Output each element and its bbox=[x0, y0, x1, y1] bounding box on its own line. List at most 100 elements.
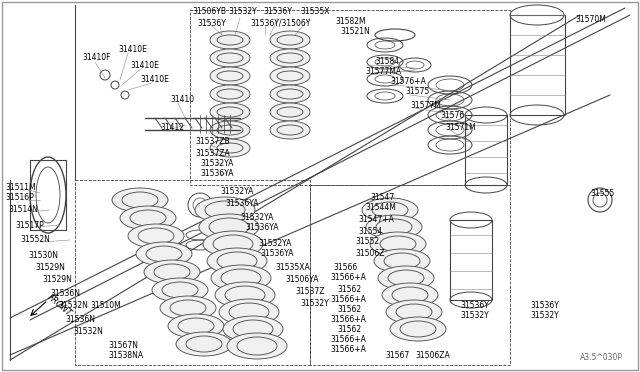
Text: 31566: 31566 bbox=[333, 263, 357, 272]
Text: 31566+A: 31566+A bbox=[330, 315, 366, 324]
Ellipse shape bbox=[152, 278, 208, 302]
Text: 31536N: 31536N bbox=[50, 289, 80, 298]
Text: 31552N: 31552N bbox=[20, 235, 50, 244]
Ellipse shape bbox=[390, 317, 446, 341]
Ellipse shape bbox=[210, 67, 250, 85]
Text: 31562: 31562 bbox=[337, 305, 361, 314]
Ellipse shape bbox=[176, 332, 232, 356]
Ellipse shape bbox=[160, 296, 216, 320]
Text: 31532N: 31532N bbox=[73, 327, 103, 337]
Text: 31510M: 31510M bbox=[90, 301, 121, 310]
Text: 31536Y: 31536Y bbox=[460, 301, 489, 310]
Ellipse shape bbox=[270, 121, 310, 139]
Text: 31410F: 31410F bbox=[82, 54, 111, 62]
Text: 31410E: 31410E bbox=[130, 61, 159, 70]
Ellipse shape bbox=[270, 49, 310, 67]
Text: 31532N: 31532N bbox=[58, 301, 88, 311]
Text: 31536N: 31536N bbox=[65, 314, 95, 324]
Ellipse shape bbox=[112, 188, 168, 212]
Text: 31536Y/31506Y: 31536Y/31506Y bbox=[250, 19, 310, 28]
Text: 31567N: 31567N bbox=[108, 340, 138, 350]
Text: 31506YB: 31506YB bbox=[192, 7, 226, 16]
Text: 31582M: 31582M bbox=[335, 17, 365, 26]
Text: 31514N: 31514N bbox=[8, 205, 38, 215]
Text: 31532Y: 31532Y bbox=[300, 298, 329, 308]
Text: 31537Z: 31537Z bbox=[295, 288, 324, 296]
Text: 31537ZA: 31537ZA bbox=[195, 148, 230, 157]
Text: 31536Y: 31536Y bbox=[263, 7, 292, 16]
Text: 31532Y: 31532Y bbox=[460, 311, 489, 321]
Ellipse shape bbox=[362, 198, 418, 222]
Text: 31577M: 31577M bbox=[410, 100, 441, 109]
Ellipse shape bbox=[195, 197, 255, 223]
Text: 31566+A: 31566+A bbox=[330, 295, 366, 305]
Ellipse shape bbox=[210, 103, 250, 121]
Text: 31536YA: 31536YA bbox=[245, 224, 278, 232]
Text: 31532Y: 31532Y bbox=[228, 7, 257, 16]
Text: 31538NA: 31538NA bbox=[108, 352, 143, 360]
Text: 31530N: 31530N bbox=[28, 250, 58, 260]
Ellipse shape bbox=[215, 282, 275, 308]
Text: 31529N: 31529N bbox=[42, 276, 72, 285]
Text: 31547: 31547 bbox=[370, 192, 394, 202]
Text: FRONT: FRONT bbox=[45, 292, 73, 318]
Text: 31536Y: 31536Y bbox=[197, 19, 226, 28]
Text: 31577MA: 31577MA bbox=[365, 67, 401, 77]
Ellipse shape bbox=[270, 67, 310, 85]
Text: 31532YA: 31532YA bbox=[220, 187, 253, 196]
Text: 31511M: 31511M bbox=[5, 183, 36, 192]
Text: 31410: 31410 bbox=[170, 96, 194, 105]
Ellipse shape bbox=[168, 314, 224, 338]
Text: 31532YA: 31532YA bbox=[200, 158, 234, 167]
Ellipse shape bbox=[210, 85, 250, 103]
Ellipse shape bbox=[210, 49, 250, 67]
Text: 31566+A: 31566+A bbox=[330, 273, 366, 282]
Ellipse shape bbox=[386, 300, 442, 324]
Text: 31410E: 31410E bbox=[118, 45, 147, 55]
Ellipse shape bbox=[199, 214, 259, 240]
Text: 31562: 31562 bbox=[337, 285, 361, 294]
Text: 31532Y: 31532Y bbox=[530, 311, 559, 321]
Text: 31554: 31554 bbox=[358, 228, 382, 237]
Text: 31536YA: 31536YA bbox=[225, 199, 259, 208]
Text: 31536Y: 31536Y bbox=[530, 301, 559, 310]
Text: 31584: 31584 bbox=[375, 58, 399, 67]
Text: 31576+A: 31576+A bbox=[390, 77, 426, 87]
Text: 31575: 31575 bbox=[405, 87, 429, 96]
Text: A3.5^030P: A3.5^030P bbox=[580, 353, 623, 362]
Text: 31536YA: 31536YA bbox=[200, 169, 234, 177]
Ellipse shape bbox=[370, 232, 426, 256]
Text: 31555: 31555 bbox=[590, 189, 614, 198]
Bar bbox=[450, 220, 492, 300]
Text: 31506Z: 31506Z bbox=[355, 248, 385, 257]
Text: 31547+A: 31547+A bbox=[358, 215, 394, 224]
Text: 31410E: 31410E bbox=[140, 76, 169, 84]
Text: 31552: 31552 bbox=[355, 237, 379, 247]
Ellipse shape bbox=[270, 85, 310, 103]
Ellipse shape bbox=[270, 31, 310, 49]
Text: 31529N: 31529N bbox=[35, 263, 65, 273]
Text: 31535XA: 31535XA bbox=[275, 263, 310, 273]
Ellipse shape bbox=[219, 299, 279, 325]
Text: 31537ZB: 31537ZB bbox=[195, 138, 230, 147]
Ellipse shape bbox=[211, 265, 271, 291]
Ellipse shape bbox=[270, 103, 310, 121]
Text: 31532YA: 31532YA bbox=[240, 214, 273, 222]
Bar bbox=[510, 15, 565, 115]
Ellipse shape bbox=[144, 260, 200, 284]
Ellipse shape bbox=[203, 231, 263, 257]
Text: 31517P: 31517P bbox=[15, 221, 44, 230]
Bar bbox=[465, 115, 507, 185]
Text: 31506YA: 31506YA bbox=[285, 276, 319, 285]
Text: 31412: 31412 bbox=[160, 124, 184, 132]
Text: 31567: 31567 bbox=[385, 350, 409, 359]
Ellipse shape bbox=[223, 316, 283, 342]
Text: 31544M: 31544M bbox=[365, 203, 396, 212]
Text: 31521N: 31521N bbox=[340, 28, 370, 36]
Text: 31562: 31562 bbox=[337, 326, 361, 334]
Text: 31576: 31576 bbox=[440, 110, 464, 119]
Ellipse shape bbox=[136, 242, 192, 266]
Text: 31570M: 31570M bbox=[575, 16, 606, 25]
Ellipse shape bbox=[210, 31, 250, 49]
Text: 31536YA: 31536YA bbox=[260, 248, 294, 257]
